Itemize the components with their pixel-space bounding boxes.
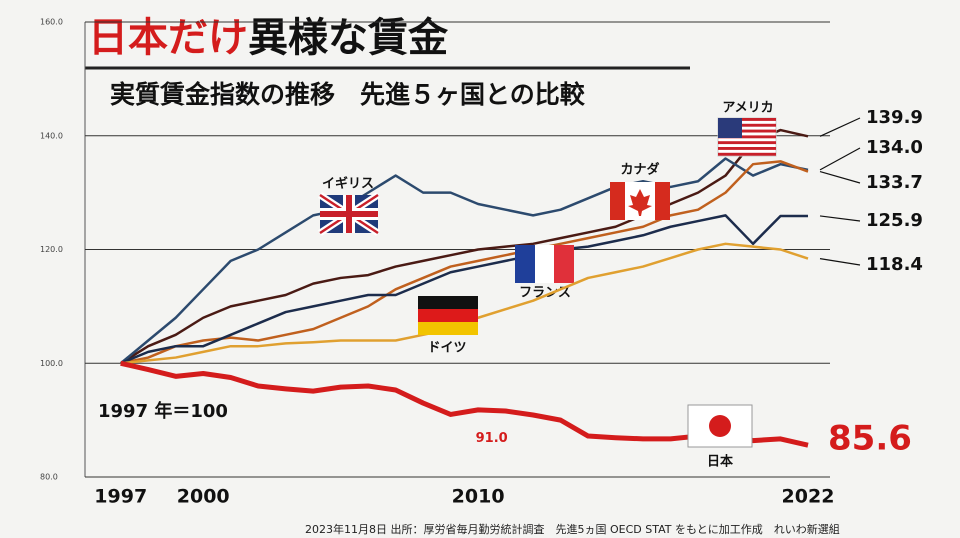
annotation: 1997 年＝100 xyxy=(98,400,228,422)
series-name: 日本 xyxy=(707,454,733,470)
x-tick-label: 2010 xyxy=(452,486,505,508)
value-label: 134.0 xyxy=(866,137,923,158)
flag xyxy=(318,192,380,236)
leader-line xyxy=(819,258,861,266)
series-line xyxy=(119,157,809,365)
value-label: 133.7 xyxy=(866,172,923,193)
series-name: カナダ xyxy=(620,162,659,178)
value-label: 139.9 xyxy=(866,107,923,128)
series-line xyxy=(120,160,809,365)
value-label: 91.0 xyxy=(476,431,508,446)
chart-title: 日本だけ異様な賃金 xyxy=(88,15,449,61)
flag-part xyxy=(610,182,625,220)
series-name: ドイツ xyxy=(427,341,466,356)
value-label: 125.9 xyxy=(866,210,923,231)
flag-part xyxy=(718,135,776,139)
flag-part xyxy=(718,129,776,133)
flag-part xyxy=(418,309,478,322)
flag-part xyxy=(718,152,776,156)
flag xyxy=(687,404,753,448)
flag xyxy=(418,296,478,335)
flag-part xyxy=(718,118,776,121)
x-tick-label: 1997 xyxy=(94,486,147,508)
title-part: 異様な賃金 xyxy=(248,15,449,61)
leader-line xyxy=(819,215,861,222)
flag-part xyxy=(535,245,554,283)
flag xyxy=(717,117,777,157)
chart-subtitle: 実質賃金指数の推移 先進５ヶ国との比較 xyxy=(110,80,586,109)
y-tick-label: 160.0 xyxy=(40,18,63,27)
flag-part xyxy=(709,415,731,437)
x-tick-label: 2022 xyxy=(782,486,835,508)
x-tick-label: 2000 xyxy=(177,486,230,508)
leader-line xyxy=(819,171,861,184)
y-tick-label: 80.0 xyxy=(40,473,58,482)
flag-part xyxy=(515,245,535,283)
flag xyxy=(610,182,670,220)
series-line xyxy=(120,214,809,365)
flag-part xyxy=(554,245,574,283)
flag-part xyxy=(418,296,478,309)
y-tick-label: 100.0 xyxy=(40,359,63,368)
series-line xyxy=(120,128,809,365)
flag-part xyxy=(718,123,776,127)
footnote: 2023年11月8日 出所：厚労省毎月勤労統計調査 先進5ヵ国 OECD STA… xyxy=(305,522,840,536)
flag-part xyxy=(718,141,776,145)
value-label: 85.6 xyxy=(828,419,912,459)
flag-part xyxy=(718,118,742,138)
series-name: イギリス xyxy=(322,176,374,192)
title-part: 日本だけ xyxy=(88,15,248,61)
flag-part xyxy=(628,189,652,216)
flag-part xyxy=(655,182,670,220)
flag-part xyxy=(320,211,378,217)
leader-line xyxy=(819,147,861,171)
flag xyxy=(515,245,574,283)
leader-line xyxy=(819,117,861,137)
flag-part xyxy=(418,322,478,335)
flag-part xyxy=(718,147,776,150)
y-tick-label: 140.0 xyxy=(40,131,63,140)
series-name: アメリカ xyxy=(722,101,773,116)
value-label: 118.4 xyxy=(866,254,923,275)
y-tick-label: 120.0 xyxy=(40,245,63,254)
